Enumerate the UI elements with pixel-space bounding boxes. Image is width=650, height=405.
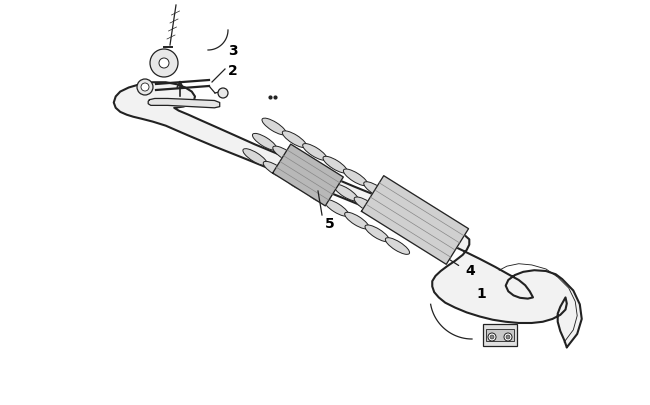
- Ellipse shape: [263, 162, 287, 179]
- Circle shape: [490, 335, 494, 339]
- FancyBboxPatch shape: [486, 329, 514, 341]
- Ellipse shape: [304, 188, 328, 204]
- Text: 2: 2: [228, 64, 238, 78]
- Ellipse shape: [385, 238, 410, 255]
- Ellipse shape: [293, 160, 317, 176]
- Circle shape: [504, 333, 512, 341]
- Ellipse shape: [365, 226, 389, 242]
- Polygon shape: [273, 145, 343, 206]
- Ellipse shape: [323, 157, 347, 173]
- Circle shape: [488, 333, 496, 341]
- Ellipse shape: [283, 175, 308, 191]
- Ellipse shape: [344, 213, 369, 229]
- Ellipse shape: [343, 170, 368, 186]
- Ellipse shape: [262, 119, 286, 136]
- Ellipse shape: [313, 172, 338, 189]
- Circle shape: [137, 80, 153, 96]
- Polygon shape: [114, 83, 582, 347]
- Ellipse shape: [303, 144, 327, 161]
- Circle shape: [159, 59, 169, 69]
- Ellipse shape: [243, 149, 267, 166]
- Circle shape: [141, 84, 149, 92]
- Text: 5: 5: [325, 216, 335, 230]
- FancyBboxPatch shape: [483, 324, 517, 346]
- Circle shape: [506, 335, 510, 339]
- Ellipse shape: [334, 185, 358, 201]
- Ellipse shape: [282, 132, 307, 148]
- Circle shape: [218, 89, 228, 99]
- Ellipse shape: [324, 200, 348, 217]
- Text: 4: 4: [465, 263, 474, 277]
- Ellipse shape: [384, 195, 408, 211]
- Ellipse shape: [252, 134, 277, 151]
- Ellipse shape: [364, 182, 388, 199]
- Ellipse shape: [395, 223, 419, 239]
- Ellipse shape: [374, 210, 398, 227]
- Ellipse shape: [404, 208, 428, 224]
- Polygon shape: [361, 176, 469, 264]
- Circle shape: [150, 50, 178, 78]
- Ellipse shape: [354, 198, 378, 214]
- Text: 1: 1: [476, 286, 486, 300]
- Text: 3: 3: [228, 44, 238, 58]
- Ellipse shape: [273, 147, 297, 163]
- Polygon shape: [148, 99, 220, 109]
